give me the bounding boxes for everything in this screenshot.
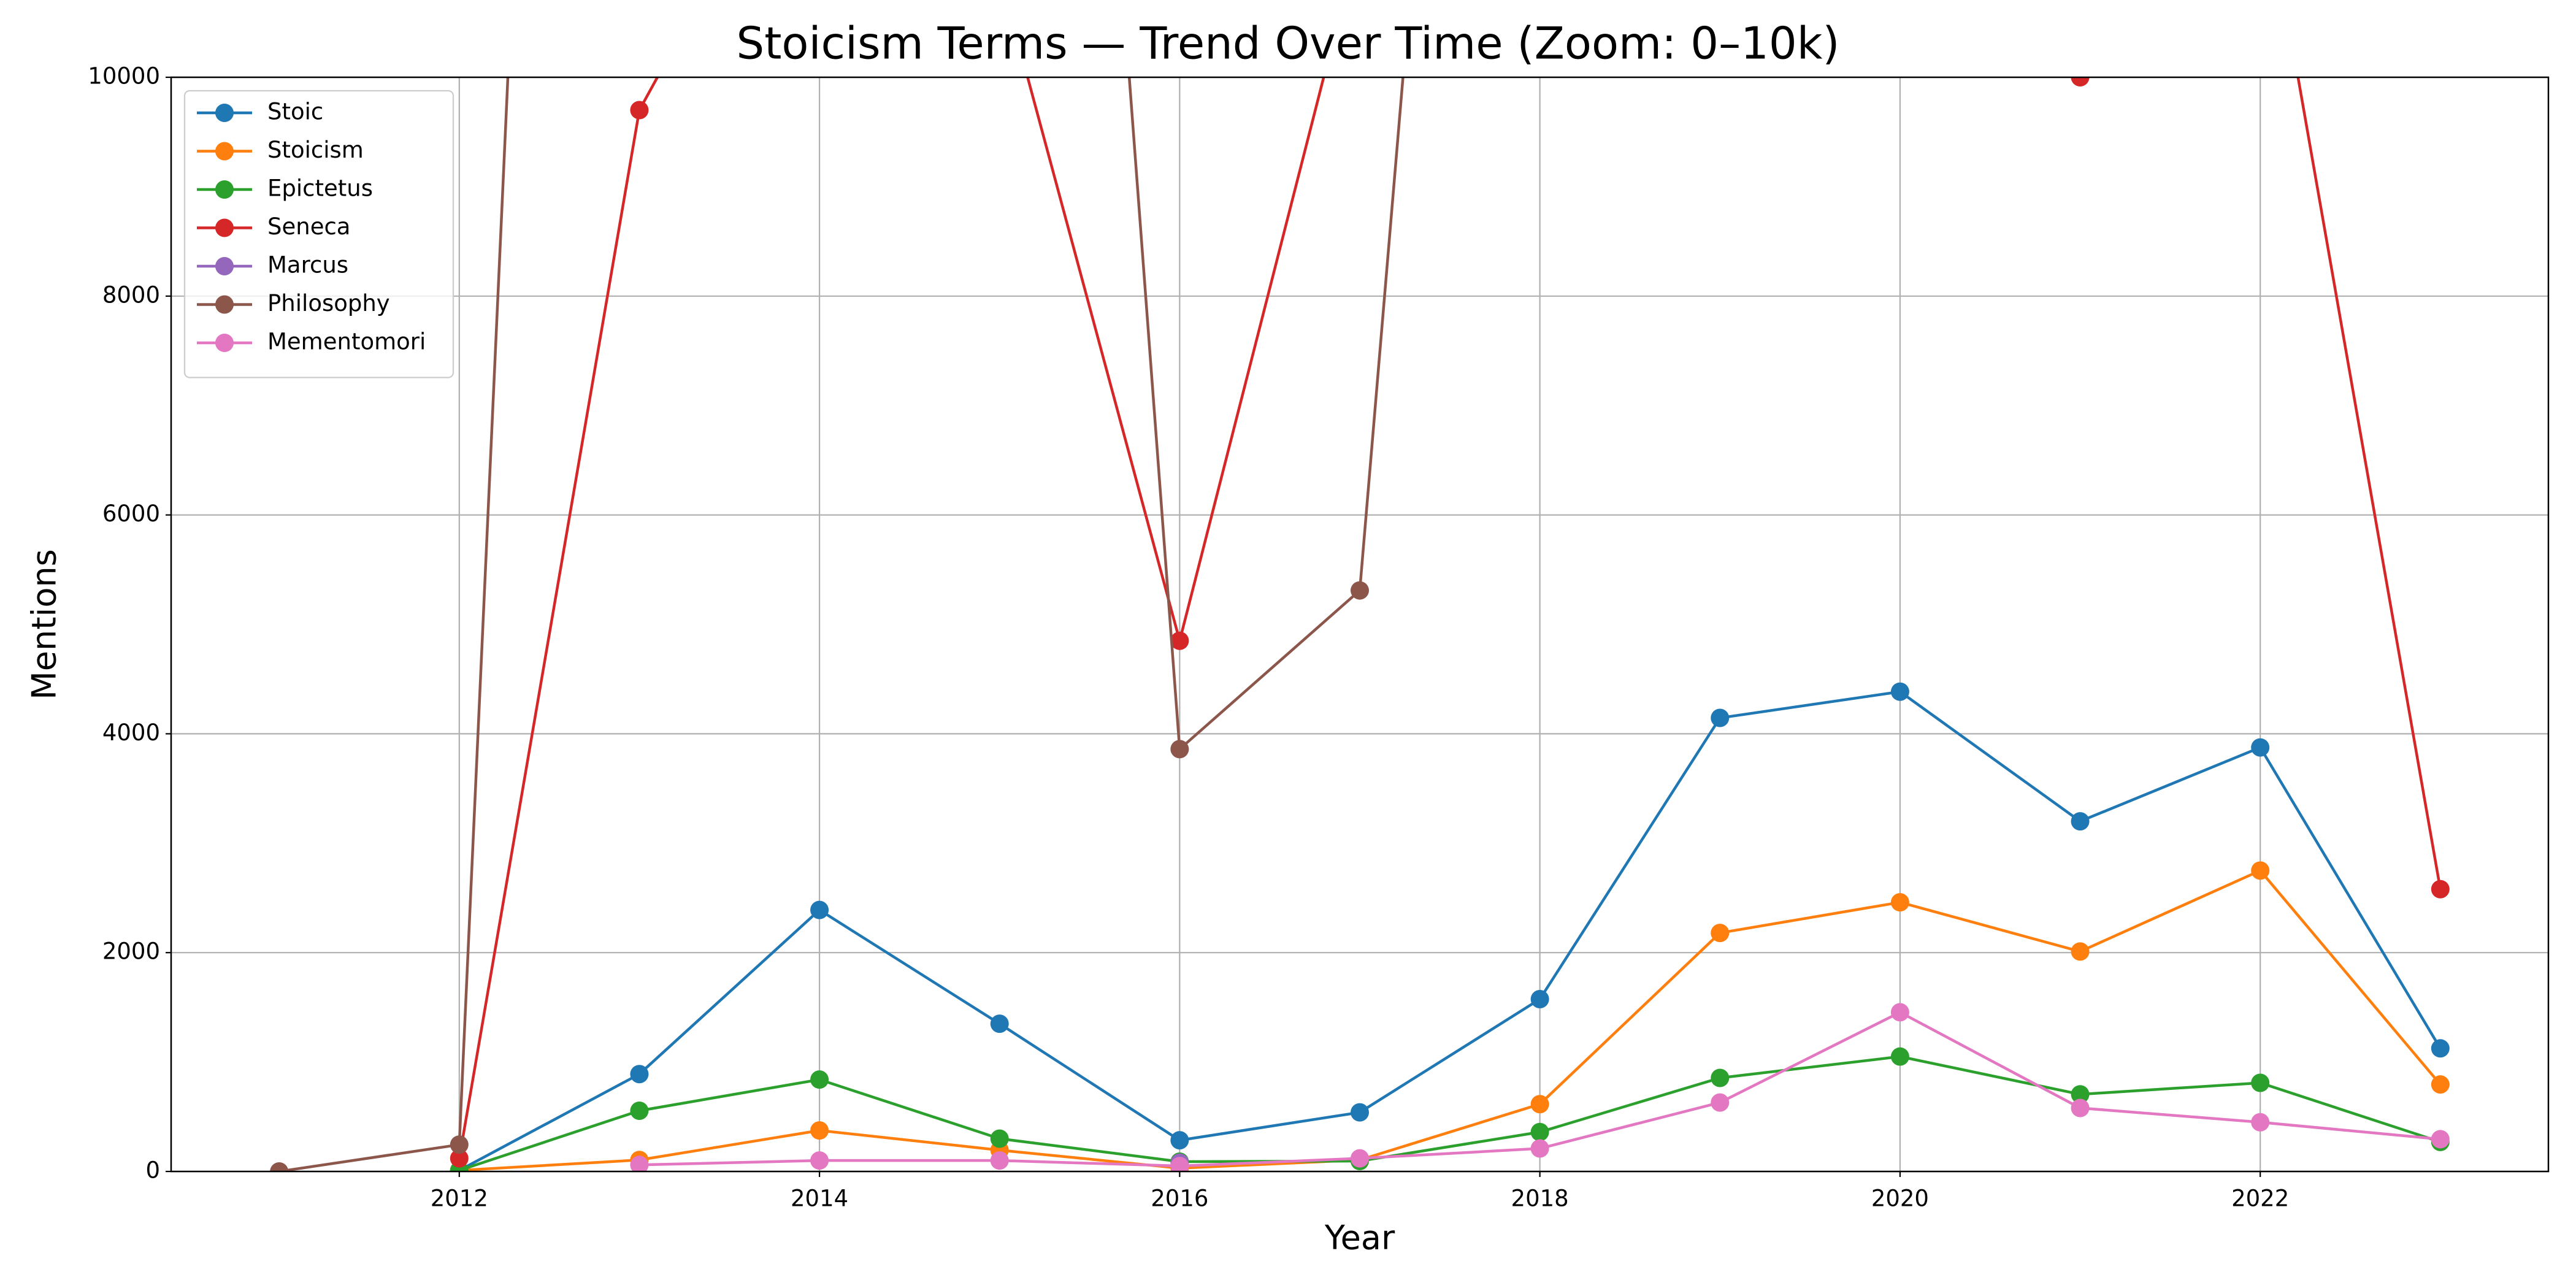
data-point <box>2251 1113 2270 1132</box>
data-point <box>810 1151 829 1170</box>
data-point <box>2251 738 2270 757</box>
data-point <box>1530 1095 1549 1114</box>
data-point <box>1170 740 1189 759</box>
data-point <box>990 1014 1009 1033</box>
data-point <box>2071 942 2090 961</box>
legend-label: Stoic <box>267 99 323 125</box>
data-point <box>2431 1130 2450 1149</box>
data-point <box>1711 1068 1730 1087</box>
y-tick-label: 2000 <box>102 938 160 965</box>
data-point <box>2251 1073 2270 1092</box>
data-point <box>990 1129 1009 1148</box>
x-tick-label: 2016 <box>1151 1186 1208 1212</box>
legend-marker <box>215 142 234 161</box>
data-point <box>1530 990 1549 1009</box>
legend-marker <box>215 295 234 314</box>
x-axis-label: Year <box>1324 1219 1395 1257</box>
data-point <box>1711 924 1730 943</box>
data-point <box>2251 861 2270 880</box>
legend-marker <box>215 218 234 237</box>
plot-area <box>270 77 2450 1171</box>
legend-label: Stoicism <box>267 137 364 163</box>
x-tick-label: 2022 <box>2231 1186 2289 1212</box>
legend-label: Marcus <box>267 252 348 278</box>
data-point <box>1711 708 1730 727</box>
data-point <box>1351 581 1369 600</box>
legend-label: Mementomori <box>267 329 426 355</box>
data-point <box>2071 1098 2090 1117</box>
data-point <box>2431 1039 2450 1058</box>
data-point <box>1890 893 1909 912</box>
data-point <box>2071 1085 2090 1104</box>
data-point <box>270 1162 289 1171</box>
data-point <box>630 1101 649 1120</box>
y-tick-label: 8000 <box>102 282 160 308</box>
data-point <box>2071 77 2090 86</box>
data-point <box>2431 1075 2450 1094</box>
data-point <box>1530 1139 1549 1158</box>
data-point <box>1170 631 1189 650</box>
data-point <box>450 1135 469 1154</box>
series-line <box>459 868 2442 1171</box>
data-point <box>630 1065 649 1084</box>
data-point <box>2431 880 2450 899</box>
chart-title: Stoicism Terms — Trend Over Time (Zoom: … <box>736 18 1839 69</box>
data-point <box>1351 1149 1369 1168</box>
data-point <box>810 1121 829 1140</box>
axes-frame <box>170 76 2550 1173</box>
data-point <box>1711 1093 1730 1112</box>
y-axis-label: Mentions <box>25 549 64 700</box>
series-line <box>458 690 2442 1171</box>
data-point <box>630 1156 649 1171</box>
x-tick-label: 2020 <box>1871 1186 1929 1212</box>
legend-marker <box>215 104 234 122</box>
data-point <box>810 1070 829 1089</box>
data-point <box>1890 1047 1909 1066</box>
data-point <box>1170 1157 1189 1171</box>
y-tick-label: 6000 <box>102 500 160 527</box>
legend-marker <box>215 180 234 199</box>
legend-marker <box>215 257 234 275</box>
data-point <box>450 1149 469 1168</box>
y-tick-label: 10000 <box>88 63 160 90</box>
legend-label: Philosophy <box>267 290 390 316</box>
data-point <box>1170 1131 1189 1150</box>
x-tick-label: 2014 <box>791 1186 848 1212</box>
data-point <box>1530 1122 1549 1141</box>
axes: 2012 2014 2016 2018 2020 2022 0 2000 4000 6000 800… <box>88 63 2289 1212</box>
data-point <box>2071 812 2090 831</box>
y-tick-label: 4000 <box>102 719 160 746</box>
legend: Stoic Stoicism Epictetus Seneca Marcus Philos… <box>183 90 454 378</box>
legend-label: Epictetus <box>267 175 373 202</box>
data-point <box>1351 1103 1369 1122</box>
data-point <box>630 101 649 120</box>
legend-label: Seneca <box>267 213 350 240</box>
x-tick-label: 2018 <box>1511 1186 1569 1212</box>
series-line <box>459 1055 2441 1171</box>
data-point <box>1890 682 1909 701</box>
data-point <box>810 900 829 919</box>
y-tick-label: 0 <box>145 1157 160 1184</box>
data-point <box>1890 1003 1909 1022</box>
legend-marker <box>215 334 234 352</box>
x-tick-label: 2012 <box>431 1186 488 1212</box>
data-point <box>990 1151 1009 1170</box>
